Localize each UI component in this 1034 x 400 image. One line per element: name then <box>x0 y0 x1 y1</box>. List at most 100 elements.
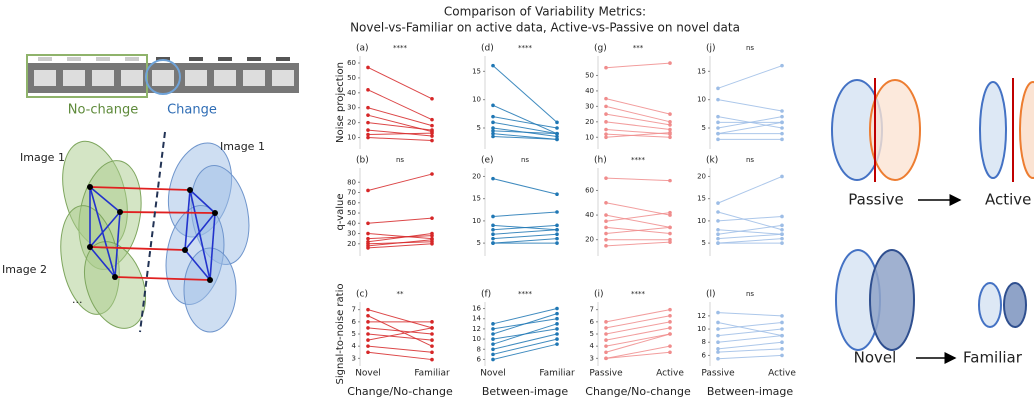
pair-line <box>717 348 783 353</box>
divider <box>139 131 166 333</box>
point <box>716 219 720 223</box>
y-tick-label: 15 <box>472 67 481 75</box>
point <box>716 201 720 205</box>
point <box>555 126 559 130</box>
pair-line <box>605 132 671 138</box>
pair-line <box>492 136 558 140</box>
significance: **** <box>393 44 408 52</box>
point <box>430 123 434 128</box>
point <box>668 127 672 132</box>
ellipse <box>1003 282 1027 328</box>
point <box>491 327 495 331</box>
point <box>716 114 720 119</box>
pair-line <box>717 312 783 317</box>
pair-line <box>367 217 433 224</box>
point <box>604 213 608 217</box>
figure-title: Comparison of Variability Metrics: <box>444 5 646 19</box>
point <box>555 210 559 214</box>
point <box>604 237 608 242</box>
point <box>668 313 672 318</box>
point <box>604 320 608 324</box>
y-tick-label: 7 <box>352 306 356 314</box>
point <box>366 246 370 250</box>
point <box>668 326 672 330</box>
point <box>716 241 720 245</box>
pair-line <box>717 321 783 330</box>
point <box>366 350 370 355</box>
left-diagram: No-change Change Image 1 Image 1 Image <box>2 54 299 333</box>
pair-line <box>492 338 558 355</box>
significance: ns <box>521 156 529 164</box>
point <box>604 231 608 236</box>
y-tick-label: 10 <box>472 217 481 225</box>
point <box>780 109 784 113</box>
point <box>604 344 608 348</box>
image-label: Image 2 <box>2 263 47 276</box>
pair-line <box>367 235 433 240</box>
y-tick-label: 12 <box>697 312 706 320</box>
point <box>668 135 672 140</box>
y-tick-label: 5 <box>590 330 594 338</box>
point <box>555 137 559 142</box>
image-label: Image 1 <box>20 151 65 164</box>
pair-line <box>492 211 558 217</box>
state-label: Active <box>985 191 1031 209</box>
point <box>668 344 672 348</box>
ellipse <box>869 249 915 351</box>
pair-line <box>717 215 783 222</box>
panel-label: (c) <box>356 290 368 300</box>
point <box>604 112 608 116</box>
significance: ** <box>397 290 405 298</box>
point <box>780 241 784 245</box>
x-axis-label: Between-image <box>707 385 794 398</box>
pair-line <box>367 351 433 361</box>
point <box>491 129 495 133</box>
y-tick-label: 14 <box>472 315 481 323</box>
point <box>604 176 608 180</box>
point <box>555 322 559 326</box>
pair-line <box>605 351 671 359</box>
y-tick-label: 7 <box>590 306 594 314</box>
point <box>668 332 672 336</box>
point <box>491 241 495 245</box>
right-diagram: Passive Active Novel Familiar <box>831 78 1034 367</box>
pair-line <box>605 98 671 115</box>
pair-line <box>367 327 433 341</box>
significance: **** <box>631 156 646 164</box>
pair-line <box>605 333 671 347</box>
panel-label: (a) <box>356 44 369 54</box>
pair-line <box>367 233 433 240</box>
point <box>555 232 559 237</box>
significance: ns <box>746 44 754 52</box>
panel-label: (k) <box>706 156 718 166</box>
pair-line <box>367 132 433 136</box>
pair-line <box>717 65 783 89</box>
point <box>430 231 434 236</box>
pair-line <box>367 327 433 335</box>
pair-line <box>605 202 671 216</box>
point <box>780 353 784 358</box>
y-tick-label: 30 <box>585 102 594 110</box>
y-tick-label: 10 <box>697 96 706 104</box>
y-tick-label: 10 <box>472 335 481 343</box>
y-tick-label: 20 <box>472 172 481 180</box>
pair-line <box>605 212 671 222</box>
y-tick-label: 20 <box>585 236 594 244</box>
panel-label: (l) <box>706 290 716 300</box>
x-tick-label: Familiar <box>539 369 575 379</box>
point <box>491 131 495 136</box>
y-tick-label: 30 <box>347 104 356 112</box>
point <box>668 237 672 242</box>
point <box>555 332 559 336</box>
point <box>780 347 784 351</box>
pair-line <box>717 116 783 129</box>
significance: ns <box>396 156 404 164</box>
pair-line <box>492 323 558 345</box>
panel-label: (e) <box>481 156 494 166</box>
pair-line <box>367 122 433 131</box>
point <box>668 213 672 217</box>
point <box>780 137 784 142</box>
y-tick-label: 15 <box>697 67 706 75</box>
point <box>555 316 559 321</box>
ellipse <box>979 81 1007 179</box>
